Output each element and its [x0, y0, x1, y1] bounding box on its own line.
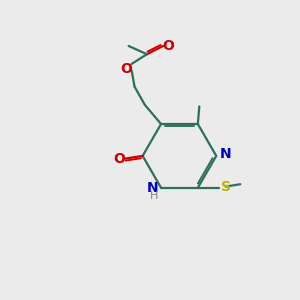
Text: H: H [150, 191, 159, 201]
Text: N: N [220, 147, 232, 161]
Text: O: O [120, 62, 132, 76]
Text: N: N [147, 182, 159, 195]
Text: S: S [220, 180, 230, 194]
Text: O: O [113, 152, 125, 166]
Text: O: O [162, 39, 174, 53]
